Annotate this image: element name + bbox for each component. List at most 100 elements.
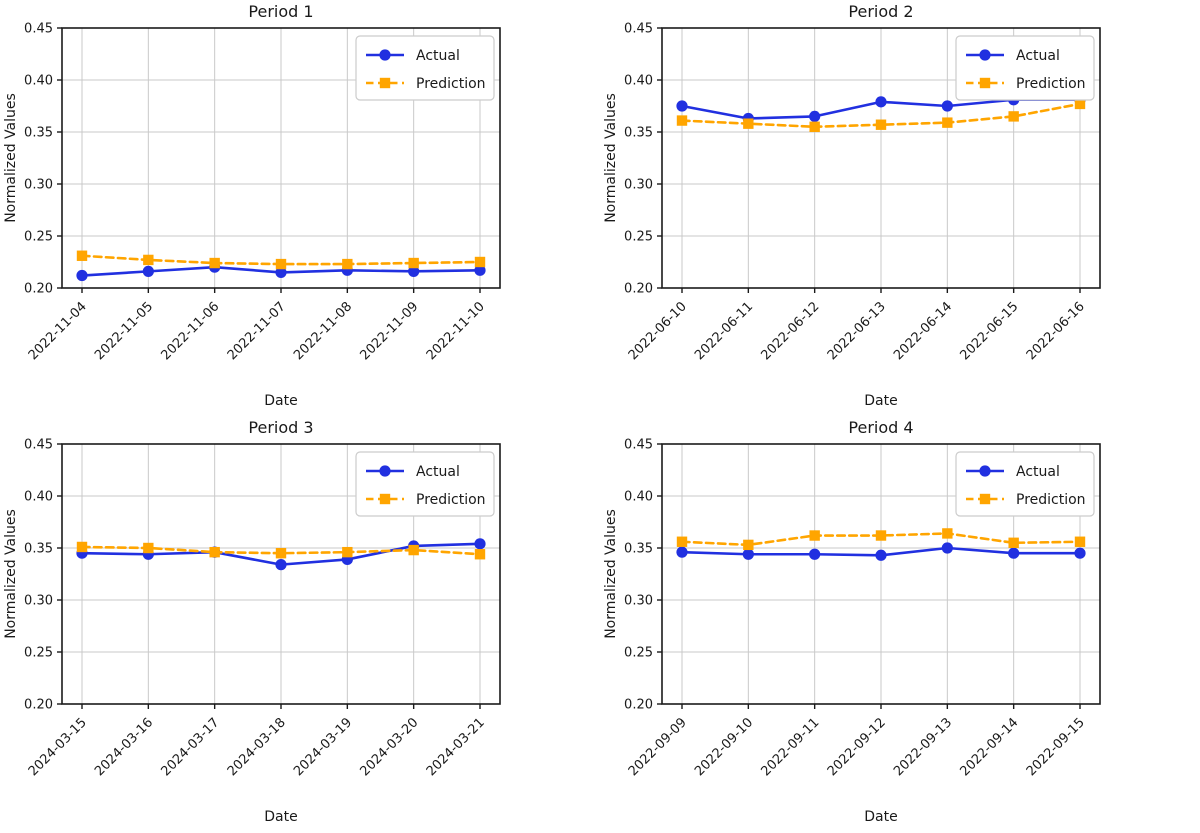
x-tick-label: 2022-11-07: [225, 299, 289, 363]
prediction-point-marker: [143, 254, 154, 266]
y-axis: 0.20 0.25 0.30 0.35 0.40 0.45: [624, 438, 662, 713]
prediction-point-marker: [408, 544, 419, 556]
x-tick-label: 2024-03-21: [424, 715, 488, 779]
y-axis-label: Normalized Values: [3, 93, 19, 223]
legend-prediction-marker-icon: [979, 493, 991, 505]
prediction-point-marker: [1074, 98, 1086, 110]
y-tick-label: 0.40: [24, 490, 53, 505]
x-tick-label: 2022-09-14: [957, 715, 1021, 779]
x-tick-label: 2022-09-12: [825, 715, 889, 779]
x-tick-label: 2022-06-12: [758, 299, 822, 363]
actual-point-marker: [275, 559, 287, 571]
series-actual: [676, 542, 1086, 561]
x-tick-label: 2022-11-04: [26, 299, 90, 363]
x-tick-label: 2024-03-19: [291, 715, 355, 779]
y-tick-label: 0.45: [624, 22, 653, 37]
x-axis-label: Date: [864, 393, 897, 409]
chart-title: Period 3: [248, 418, 313, 437]
y-tick-label: 0.45: [624, 438, 653, 453]
legend-prediction-marker-icon: [379, 77, 391, 89]
chart-title: Period 4: [848, 418, 913, 437]
legend-actual-marker-icon: [379, 49, 391, 61]
legend-actual-marker-icon: [979, 49, 991, 61]
prediction-point-marker: [875, 119, 887, 130]
prediction-point-marker: [676, 536, 688, 547]
y-tick-label: 0.20: [624, 698, 653, 713]
legend-prediction-marker-icon: [379, 493, 391, 505]
prediction-point-marker: [743, 118, 754, 129]
prediction-point-marker: [743, 539, 754, 551]
legend: Actual Prediction: [355, 451, 495, 517]
x-tick-label: 2022-11-06: [158, 299, 222, 363]
actual-point-marker: [809, 548, 821, 560]
prediction-point-marker: [275, 258, 287, 270]
subplot-period-4: 0.20 0.25 0.30 0.35 0.40 0.45 2022-09-09 2022-0…: [600, 416, 1200, 833]
legend-prediction-marker-icon: [979, 77, 991, 89]
actual-point-marker: [941, 542, 953, 554]
x-tick-label: 2022-06-16: [1024, 299, 1088, 363]
y-tick-label: 0.25: [624, 646, 653, 661]
x-tick-label: 2024-03-20: [357, 715, 421, 779]
prediction-point-marker: [209, 546, 220, 558]
prediction-point-marker: [1008, 537, 1019, 548]
y-tick-label: 0.45: [24, 438, 53, 453]
x-tick-label: 2022-06-10: [626, 299, 690, 363]
prediction-point-marker: [875, 530, 887, 541]
y-tick-label: 0.30: [624, 178, 653, 193]
y-tick-label: 0.35: [24, 126, 53, 141]
series-prediction: [76, 541, 486, 560]
actual-point-marker: [809, 110, 821, 122]
actual-point-marker: [941, 100, 953, 112]
legend-actual-marker-icon: [379, 465, 391, 477]
actual-point-marker: [76, 269, 88, 282]
prediction-point-marker: [676, 115, 688, 126]
x-tick-label: 2024-03-18: [225, 715, 289, 779]
prediction-point-marker: [942, 528, 953, 539]
y-tick-label: 0.40: [624, 74, 653, 89]
chart-title: Period 1: [248, 2, 313, 21]
x-tick-label: 2022-06-13: [825, 299, 889, 363]
y-axis: 0.20 0.25 0.30 0.35 0.40 0.45: [24, 438, 62, 713]
prediction-point-marker: [275, 548, 287, 559]
x-tick-label: 2022-06-11: [692, 299, 756, 363]
x-tick-label: 2022-09-15: [1024, 715, 1088, 779]
y-tick-label: 0.30: [624, 594, 653, 609]
x-axis: 2022-09-09 2022-09-10 2022-09-11 2022-09-12…: [626, 704, 1088, 779]
x-tick-label: 2022-06-15: [957, 299, 1021, 363]
legend-label: Prediction: [416, 76, 486, 92]
prediction-point-marker: [209, 257, 220, 269]
y-tick-label: 0.20: [624, 282, 653, 297]
prediction-point-marker: [76, 541, 88, 553]
x-tick-label: 2022-11-08: [291, 299, 355, 363]
prediction-point-marker: [143, 542, 154, 554]
x-axis: 2022-11-04 2022-11-05 2022-11-06 2022-11-07…: [26, 288, 488, 363]
subplot-period-2: 0.20 0.25 0.30 0.35 0.40 0.45 2022-06-10 2022-0…: [600, 0, 1200, 416]
x-tick-label: 2022-09-11: [758, 715, 822, 779]
prediction-point-marker: [942, 117, 953, 128]
prediction-point-marker: [1074, 536, 1086, 547]
legend-actual-marker-icon: [979, 465, 991, 477]
prediction-point-marker: [474, 256, 486, 268]
actual-point-marker: [875, 96, 887, 108]
y-axis-label: Normalized Values: [3, 509, 19, 639]
legend-label: Prediction: [416, 492, 486, 508]
series-prediction: [676, 98, 1086, 132]
subplot-period-1: 0.20 0.25 0.30 0.35 0.40 0.45 2022-11-04 2022-1…: [0, 0, 600, 416]
actual-point-marker: [676, 100, 688, 112]
actual-point-marker: [1008, 547, 1020, 559]
legend-label: Prediction: [1016, 76, 1086, 92]
y-axis-label: Normalized Values: [603, 509, 619, 639]
chart-title: Period 2: [848, 2, 913, 21]
actual-point-marker: [875, 549, 887, 561]
prediction-point-marker: [809, 530, 820, 541]
y-axis-label: Normalized Values: [603, 93, 619, 223]
actual-point-marker: [1074, 547, 1086, 559]
x-tick-label: 2022-11-05: [92, 299, 156, 363]
prediction-point-marker: [474, 549, 486, 560]
legend: Actual Prediction: [955, 451, 1095, 517]
y-tick-label: 0.25: [24, 230, 53, 245]
series-actual: [76, 261, 486, 282]
